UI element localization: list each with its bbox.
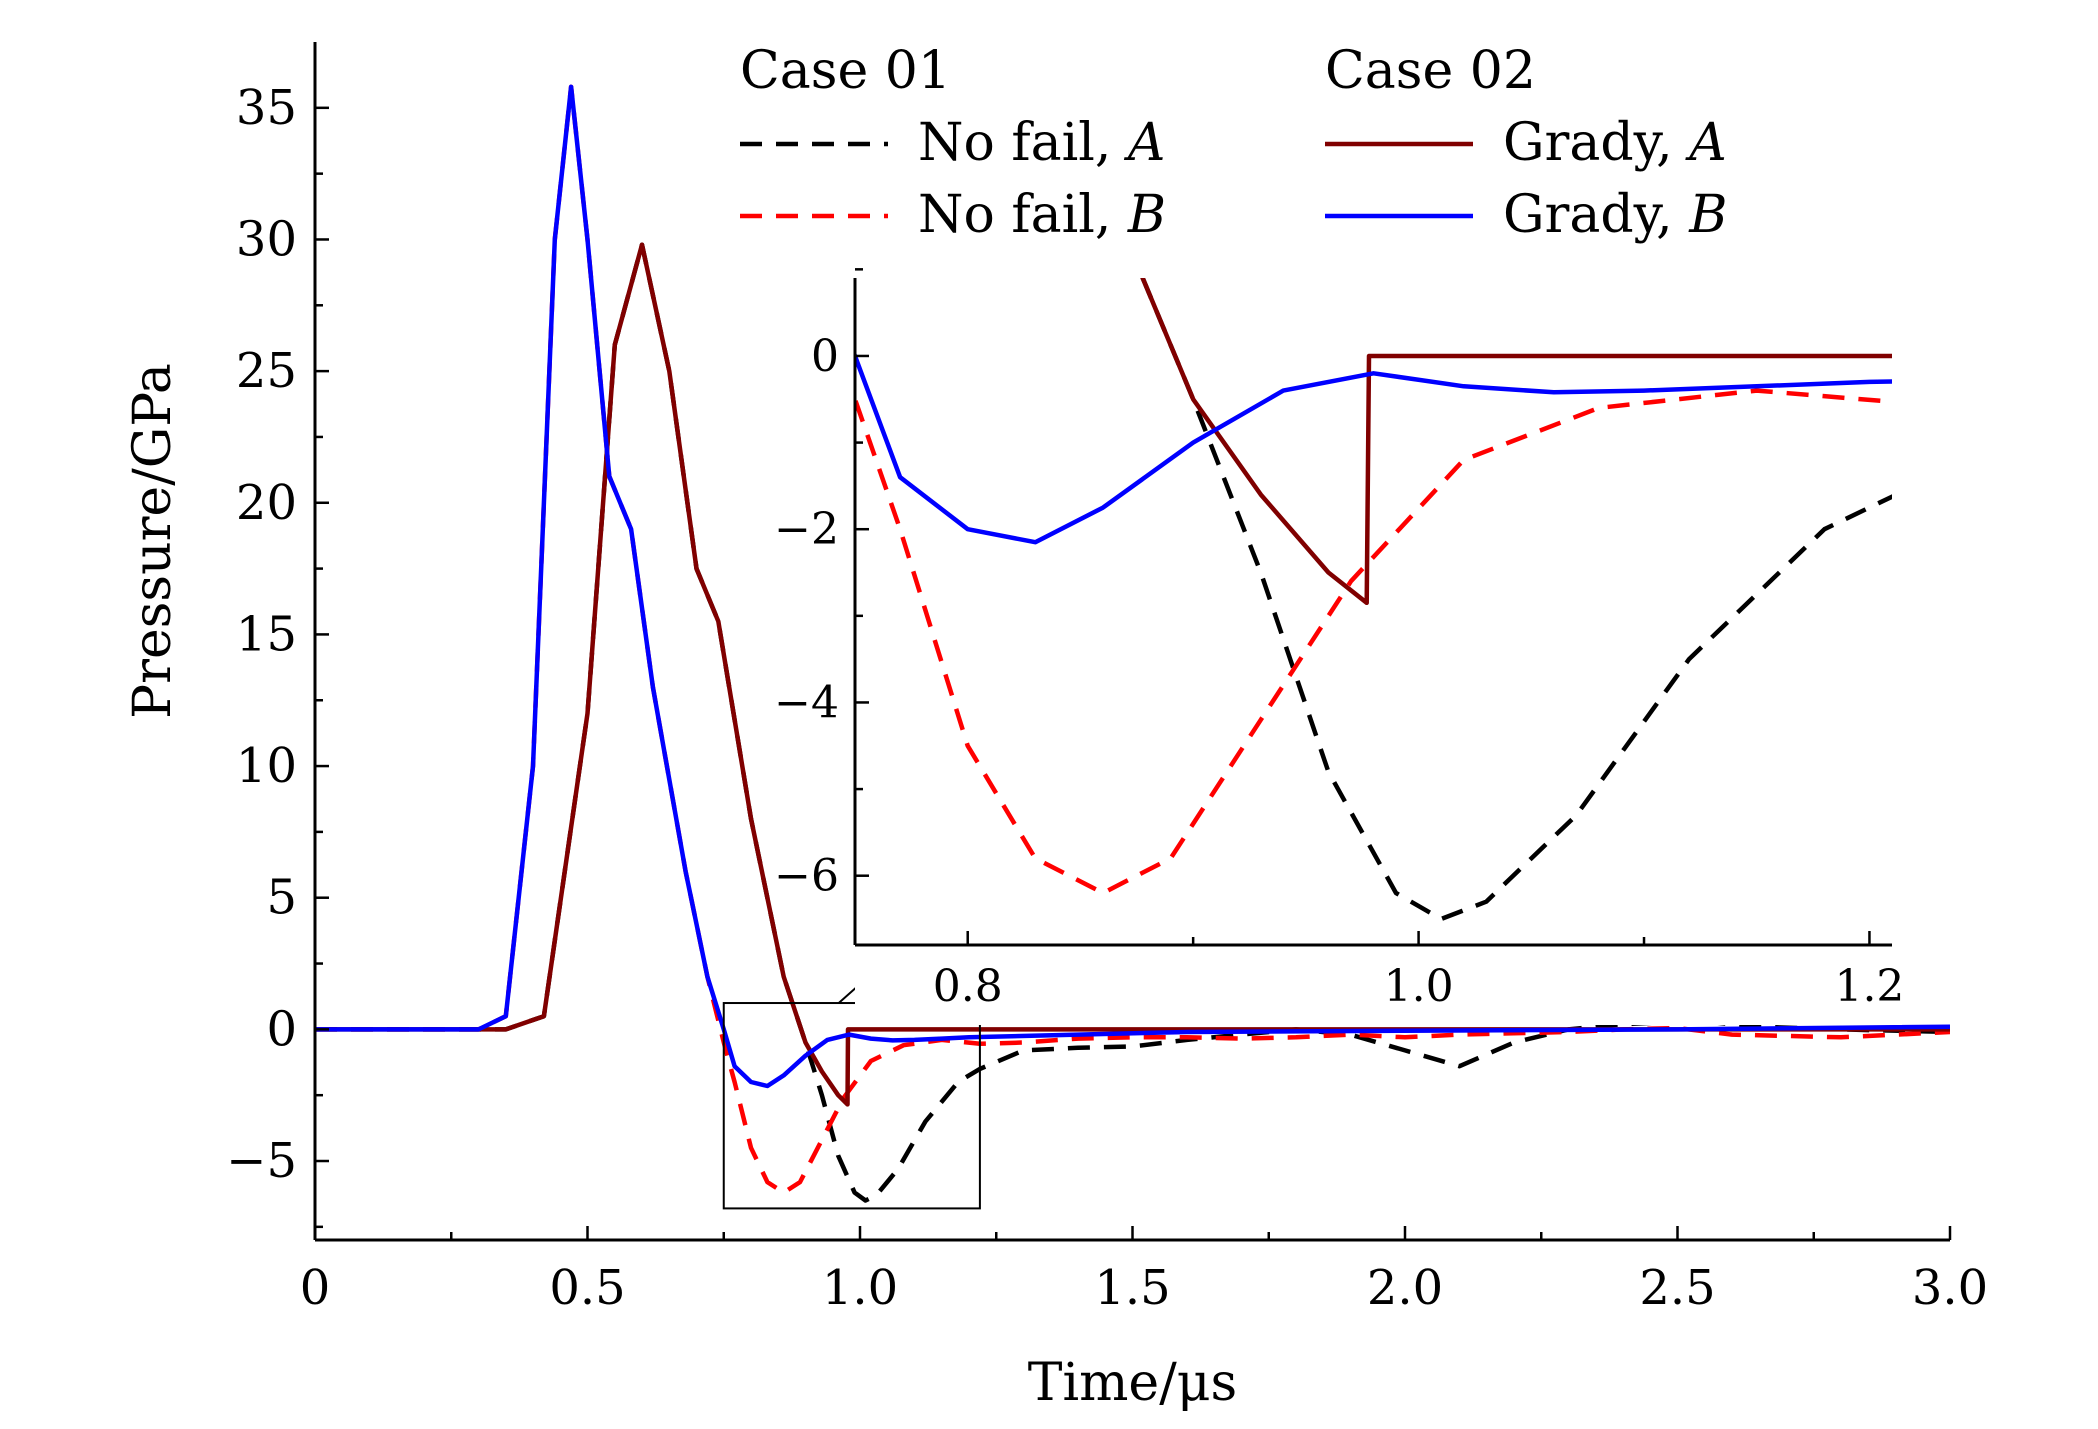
- series-line-1: [315, 84, 1950, 1195]
- inset-plot: 0.8 1.0 1.2 −6 −4 −2 0: [774, 268, 1905, 1012]
- y-tick-label: −5: [226, 1133, 297, 1189]
- y-tick-label: 20: [236, 475, 297, 531]
- y-tick-label: 15: [236, 606, 297, 662]
- legend-group-title: Case 02: [1325, 41, 1536, 101]
- main-plot: 0 0.5 1.0 1.5 2.0 2.5 3.0 −5 0 5 10 15 20 25 30 35: [226, 42, 1988, 1316]
- x-tick-label: 0.5: [549, 1260, 625, 1316]
- y-tick-label: 10: [236, 738, 297, 794]
- x-tick-label: 1.5: [1094, 1260, 1170, 1316]
- main-series-group: [315, 84, 1950, 1203]
- inset-y-tick-label: −2: [774, 504, 839, 555]
- y-tick-label: 25: [236, 343, 297, 399]
- y-tick-label: 0: [266, 1001, 297, 1057]
- main-axes: 0 0.5 1.0 1.5 2.0 2.5 3.0 −5 0 5 10 15 20 25 30 35: [226, 42, 1988, 1316]
- x-axis-title: Time/μs: [1028, 1353, 1237, 1413]
- zoom-box-rect: [722, 1002, 981, 1210]
- legend-label: No fail, B: [918, 185, 1166, 245]
- inset-series-line-1: [855, 388, 1892, 896]
- inset-x-tick-label: 1.2: [1834, 961, 1904, 1012]
- inset-y-tick-label: 0: [811, 331, 839, 382]
- y-tick-label: 5: [266, 870, 297, 926]
- legend-label: No fail, A: [918, 113, 1165, 173]
- y-tick-label: 35: [236, 80, 297, 136]
- legend-label: Grady, A: [1503, 113, 1727, 173]
- x-tick-label: 2.0: [1367, 1260, 1443, 1316]
- y-tick-label: 30: [236, 211, 297, 267]
- inset-series-line-2: [1140, 278, 1892, 606]
- legend: Case 01 No fail, A No fail, B Case 02 Grady,…: [740, 41, 1727, 245]
- x-tick-label: 3.0: [1912, 1260, 1988, 1316]
- inset-y-tick-label: −6: [774, 851, 839, 902]
- inset-x-tick-label: 1.0: [1384, 961, 1454, 1012]
- inset-series-group: [855, 278, 1892, 922]
- legend-group-title: Case 01: [740, 41, 951, 101]
- inset-x-tick-label: 0.8: [933, 961, 1003, 1012]
- series-line-3: [315, 84, 1950, 1089]
- x-tick-label: 0: [300, 1260, 331, 1316]
- x-tick-label: 1.0: [822, 1260, 898, 1316]
- inset-series-line-3: [855, 349, 1892, 545]
- inset-axes: 0.8 1.0 1.2 −6 −4 −2 0: [774, 268, 1904, 1012]
- x-tick-label: 2.5: [1639, 1260, 1715, 1316]
- y-axis-title: Pressure/GPa: [123, 363, 183, 719]
- inset-y-tick-label: −4: [774, 677, 839, 728]
- legend-label: Grady, B: [1503, 185, 1727, 245]
- series-line-2: [315, 242, 1950, 1107]
